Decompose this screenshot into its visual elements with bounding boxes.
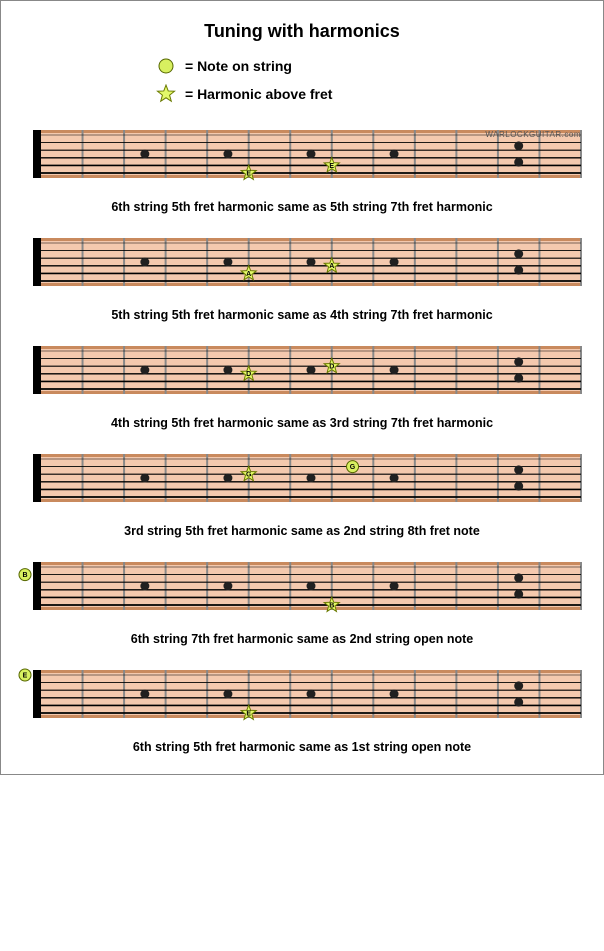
fretboard: AA <box>15 232 585 292</box>
legend-note-label: = Note on string <box>185 58 292 74</box>
svg-text:D: D <box>329 364 334 371</box>
svg-text:A: A <box>246 271 251 278</box>
diagram-caption: 6th string 5th fret harmonic same as 5th… <box>15 200 589 214</box>
diagram-caption: 5th string 5th fret harmonic same as 4th… <box>15 308 589 322</box>
fretboard-diagram: E E WARLOCKGUITAR.com <box>15 124 589 194</box>
page-container: Tuning with harmonics = Note on string =… <box>0 0 604 775</box>
diagram-caption: 6th string 7th fret harmonic same as 2nd… <box>15 632 589 646</box>
fretboard: GG <box>15 448 585 508</box>
watermark: WARLOCKGUITAR.com <box>485 130 581 139</box>
star-icon <box>155 84 177 104</box>
svg-text:G: G <box>350 464 356 471</box>
fretboard: DD <box>15 340 585 400</box>
svg-text:D: D <box>246 371 251 378</box>
note-marker: G <box>347 461 359 473</box>
fretboard-diagram: GG <box>15 448 589 518</box>
page-title: Tuning with harmonics <box>15 21 589 42</box>
fretboard-diagram: EE <box>15 664 589 734</box>
fretboard-diagram: DD <box>15 340 589 410</box>
fretboard-diagram: AA <box>15 232 589 302</box>
svg-text:E: E <box>329 163 334 170</box>
fretboard: BB <box>15 556 585 616</box>
svg-text:E: E <box>246 710 251 717</box>
note-marker: E <box>19 669 31 681</box>
legend-harmonic-row: = Harmonic above fret <box>155 84 589 104</box>
note-marker: B <box>19 569 31 581</box>
diagram-caption: 6th string 5th fret harmonic same as 1st… <box>15 740 589 754</box>
fretboard: EE <box>15 664 585 724</box>
svg-text:E: E <box>23 672 28 679</box>
legend-harmonic-label: = Harmonic above fret <box>185 86 332 102</box>
note-icon <box>155 58 177 74</box>
svg-text:B: B <box>22 572 27 579</box>
fretboard-diagram: BB <box>15 556 589 626</box>
svg-text:A: A <box>329 263 334 270</box>
svg-text:B: B <box>329 602 334 609</box>
diagrams-list: EEWARLOCKGUITAR.com6th string 5th fret h… <box>15 124 589 754</box>
legend: = Note on string = Harmonic above fret <box>155 58 589 104</box>
diagram-caption: 3rd string 5th fret harmonic same as 2nd… <box>15 524 589 538</box>
diagram-caption: 4th string 5th fret harmonic same as 3rd… <box>15 416 589 430</box>
svg-text:E: E <box>246 170 251 177</box>
legend-note-row: = Note on string <box>155 58 589 74</box>
svg-text:G: G <box>246 472 252 479</box>
